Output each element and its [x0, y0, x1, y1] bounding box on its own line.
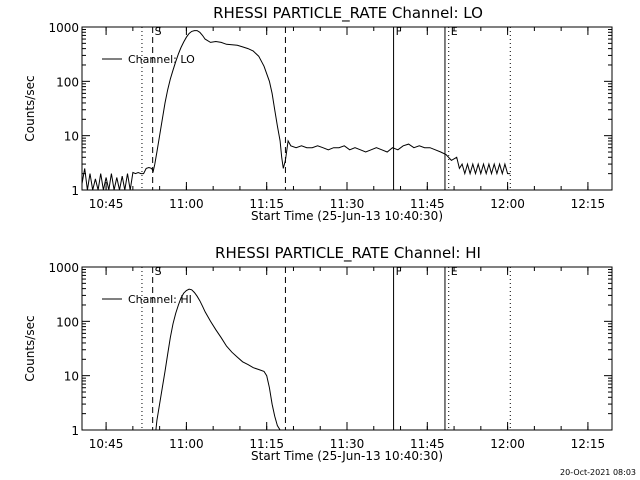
x-tick-label: 11:15 — [249, 437, 284, 451]
x-axis-label-lo: Start Time (25-Jun-13 10:40:30) — [251, 209, 443, 223]
y-axis-label-hi: Counts/sec — [23, 315, 37, 381]
y-axis-label-lo: Counts/sec — [23, 75, 37, 141]
chart-panel-lo: RHESSI PARTICLE_RATE Channel: LO 10:45 11… — [23, 4, 613, 223]
plot-frame-hi — [81, 266, 613, 431]
timestamp: 20-Oct-2021 08:03 — [560, 468, 636, 477]
data-line-lo — [81, 30, 511, 191]
x-tick-label: 12:15 — [571, 197, 606, 211]
y-tick-label: 1000 — [48, 261, 79, 275]
x-tick-label: 11:00 — [169, 437, 204, 451]
marker-label: E — [451, 25, 458, 38]
x-tick-label: 12:15 — [571, 437, 606, 451]
marker-label: F — [396, 265, 402, 278]
y-tick-label: 10 — [64, 130, 79, 144]
x-axis-label-hi: Start Time (25-Jun-13 10:40:30) — [251, 449, 443, 463]
chart-title-lo: RHESSI PARTICLE_RATE Channel: LO — [213, 4, 483, 23]
x-tick-label: 11:15 — [249, 197, 284, 211]
chart-panel-hi: RHESSI PARTICLE_RATE Channel: HI 10:45 11… — [23, 244, 613, 463]
y-tick-label: 100 — [56, 75, 79, 89]
x-tick-label: 11:45 — [410, 437, 445, 451]
y-tick-label: 1 — [71, 184, 79, 198]
x-tick-label: 11:30 — [330, 197, 365, 211]
marker-label: E — [451, 265, 458, 278]
y-tick-label: 10 — [64, 370, 79, 384]
marker-label: S — [155, 265, 162, 278]
marker-label: F — [396, 25, 402, 38]
y-tick-label: 1000 — [48, 21, 79, 35]
data-line-hi — [155, 288, 281, 431]
x-tick-label: 10:45 — [89, 437, 124, 451]
x-tick-label: 12:00 — [490, 197, 525, 211]
x-tick-label: 10:45 — [89, 197, 124, 211]
marker-label: S — [155, 25, 162, 38]
x-tick-label: 12:00 — [490, 437, 525, 451]
chart-title-hi: RHESSI PARTICLE_RATE Channel: HI — [215, 244, 481, 263]
legend-label-lo: Channel: LO — [128, 53, 195, 66]
plot-frame-lo — [81, 26, 613, 191]
y-tick-label: 1 — [71, 424, 79, 438]
x-tick-label: 11:00 — [169, 197, 204, 211]
legend-label-hi: Channel: HI — [128, 293, 192, 306]
x-tick-label: 11:30 — [330, 437, 365, 451]
y-tick-label: 100 — [56, 315, 79, 329]
x-tick-label: 11:45 — [410, 197, 445, 211]
